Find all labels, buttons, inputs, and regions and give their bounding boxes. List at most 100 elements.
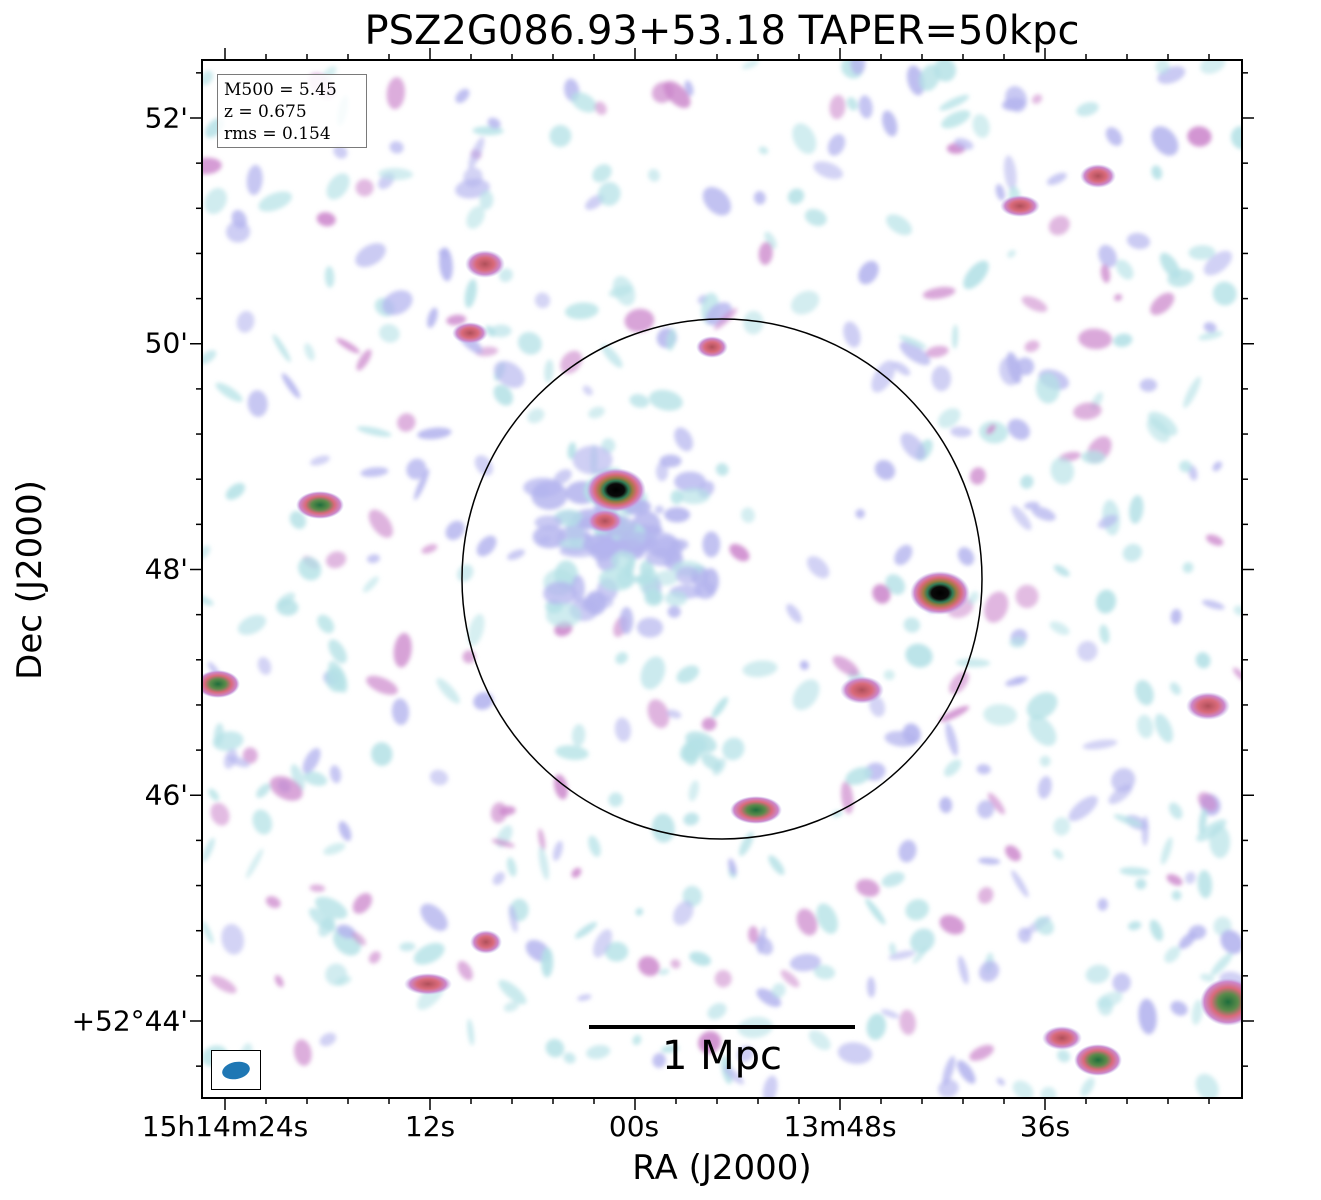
emission-blob [1034,916,1054,936]
emission-blob [324,266,335,288]
emission-blob [543,581,577,606]
emission-blob [837,1042,873,1065]
emission-blob [352,893,373,914]
emission-blob [899,1009,916,1036]
emission-blob [1049,621,1070,636]
x-tick-label: 15h14m24s [141,1110,309,1143]
emission-blob [1026,692,1058,720]
emission-blob [468,137,485,169]
emission-blob [702,568,719,595]
emission-blob [363,576,379,593]
emission-blob [684,80,694,96]
emission-blob [1154,713,1173,743]
emission-blob [855,878,880,897]
emission-blob [256,783,271,798]
emission-blob [608,285,633,298]
emission-blob [899,341,931,366]
info-rms: rms = 0.154 [224,124,331,144]
emission-blob [549,125,572,147]
emission-blob [701,753,722,771]
emission-blob [758,146,769,155]
emission-blob [635,907,644,916]
emission-blob [995,184,1006,201]
emission-blob [336,924,356,939]
emission-blob [714,970,732,988]
emission-blob [541,947,554,978]
emission-blob [1097,898,1109,911]
emission-blob [1012,1080,1034,1098]
emission-blob [1127,921,1142,931]
emission-blob [698,1031,722,1054]
emission-blob [1003,155,1017,191]
emission-blob [666,328,677,351]
emission-blob [571,92,597,113]
emission-blob [593,929,613,958]
emission-blob [979,421,1009,444]
emission-blob [490,802,507,824]
emission-blob [939,796,953,814]
emission-blob [906,65,925,96]
emission-blob [564,302,599,320]
emission-blob [293,1039,312,1066]
emission-blob [987,792,1005,815]
emission-blob [948,671,970,695]
emission-blob [498,979,527,1005]
emission-blob [368,951,381,964]
emission-blob [389,141,404,154]
emission-blob [586,1044,611,1060]
y-tick-label: 50' [144,326,188,360]
emission-blob [723,1066,745,1085]
emission-blob [445,520,465,541]
emission-blob [614,717,631,742]
emission-blob [1039,755,1051,767]
emission-blob [1024,340,1040,353]
emission-blob [466,205,485,229]
emission-blob [1015,584,1039,609]
emission-blob [406,458,427,480]
emission-blob [473,692,494,710]
bright-sources [202,164,1242,1076]
emission-blob [1113,333,1133,348]
emission-blob [846,97,858,111]
emission-blob [855,508,865,519]
y-tick-label: 46' [144,778,188,812]
emission-blob [1168,802,1183,820]
emission-blob [1005,845,1021,862]
emission-blob [1166,874,1183,886]
radio-source-west [296,491,344,519]
emission-blob [328,639,347,664]
emission-blob [701,717,717,731]
emission-blob [237,614,267,635]
emission-blob [702,531,721,558]
emission-blob [898,839,917,863]
emission-blob [865,898,886,925]
emission-blob [1017,927,1032,943]
emission-blob [202,545,211,559]
x-tick-label: 13m48s [783,1110,897,1143]
emission-blob [202,837,215,862]
emission-blob [355,243,386,268]
emission-blob [571,867,582,878]
emission-blob [420,903,448,931]
emission-blob [1203,250,1233,276]
y-tick-label: +52°44' [71,1004,188,1038]
emission-blob [598,567,635,591]
emission-blob [728,858,737,876]
emission-blob [1196,819,1227,842]
emission-blob [944,759,962,777]
emission-blob [538,828,546,851]
radio-source-n1 [465,250,505,278]
emission-blob [487,117,501,129]
y-tick-label: 52' [144,101,188,135]
emission-blob [984,591,1009,623]
emission-blob [919,64,941,92]
emission-blob [762,1075,778,1098]
emission-blob [799,660,809,671]
emission-blob [462,650,476,664]
emission-blob [476,535,497,557]
radio-source-c2 [587,509,623,533]
emission-blob [1006,352,1022,384]
emission-blob [813,161,843,180]
emission-blob [594,101,607,115]
radio-source-central [586,468,646,512]
